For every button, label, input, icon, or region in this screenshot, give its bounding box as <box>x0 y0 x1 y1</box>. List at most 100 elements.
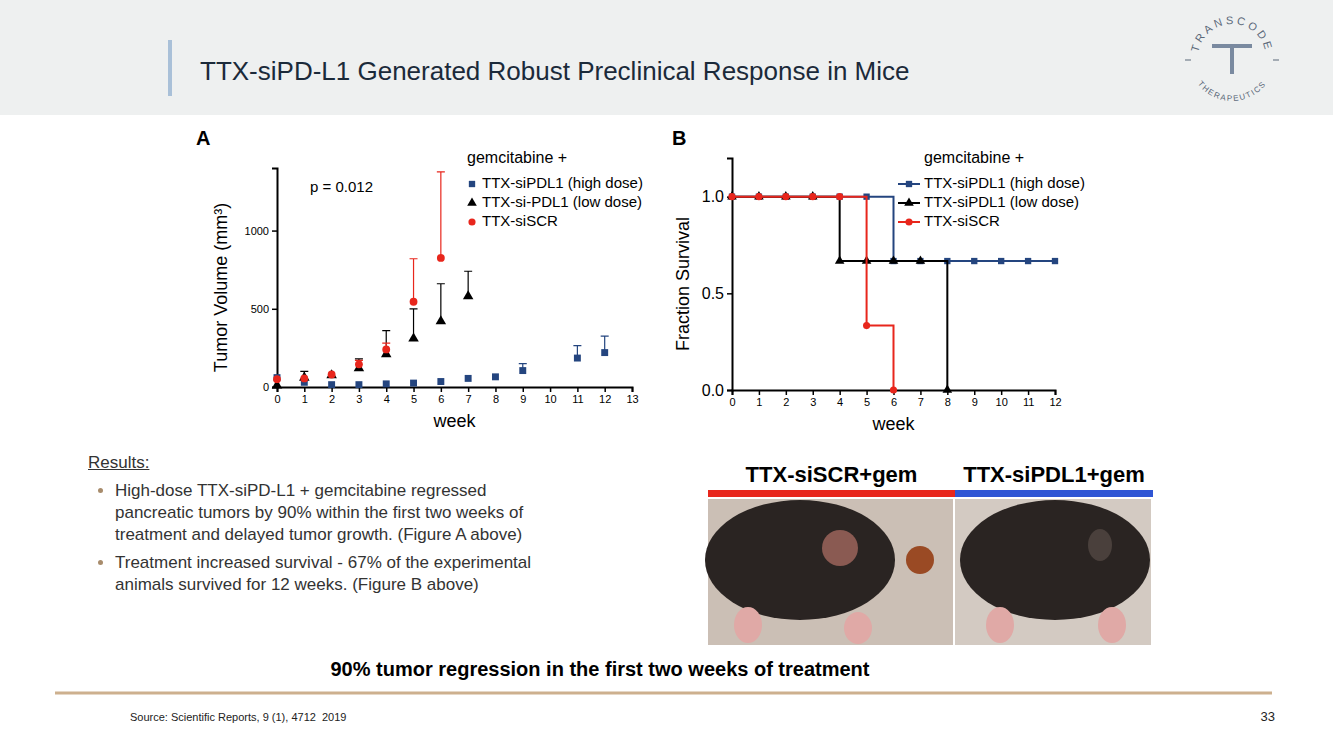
marker <box>755 193 762 200</box>
x-axis-tick: 10 <box>544 387 556 405</box>
marker <box>837 194 843 200</box>
legend-marker <box>904 197 914 205</box>
slide-title: TTX-siPD-L1 Generated Robust Preclinical… <box>200 56 910 86</box>
x-axis-tick: 3 <box>356 387 362 405</box>
photo-label-bar <box>955 490 1153 497</box>
logo-bottom-text: THERAPEUTICS <box>1196 79 1268 103</box>
logo-t-bar <box>1212 44 1252 48</box>
error-bar <box>355 359 363 368</box>
photo-label: TTX-siPDL1+gem <box>963 462 1145 487</box>
marker <box>328 371 336 379</box>
x-axis-tick-label: 10 <box>544 393 556 405</box>
x-axis-tick-label: 0 <box>274 393 280 405</box>
y-axis-title: Tumor Volume (mm³) <box>211 203 231 372</box>
error-bar <box>382 331 390 354</box>
tumor <box>822 530 858 566</box>
error-bar <box>437 172 445 258</box>
legend-item: TTX-siPDL1 (high dose) <box>469 174 643 191</box>
x-axis-tick-label: 6 <box>438 393 444 405</box>
x-axis-tick-mark <box>413 387 415 392</box>
y-axis-tick-label: 0.0 <box>702 382 724 399</box>
marker <box>810 194 816 200</box>
x-axis-tick: 2 <box>783 390 789 408</box>
x-axis-tick-label: 3 <box>356 393 362 405</box>
x-axis-tick: 4 <box>837 390 843 408</box>
x-axis-tick-label: 1 <box>302 393 308 405</box>
x-axis-tick-mark <box>386 387 388 392</box>
y-axis-tick-mark <box>727 390 732 392</box>
excised-tumor <box>906 546 934 574</box>
photo-label-bar <box>708 490 955 497</box>
marker <box>436 315 447 324</box>
header-band <box>0 0 1333 115</box>
x-axis-line <box>278 388 633 393</box>
x-axis-tick: 7 <box>466 387 472 405</box>
marker <box>465 375 472 382</box>
x-axis-tick-label: 9 <box>972 396 978 408</box>
marker <box>836 193 843 200</box>
marker <box>410 298 418 306</box>
x-axis-tick: 5 <box>864 390 870 408</box>
plot-marks <box>727 191 1058 393</box>
marker <box>1052 258 1058 264</box>
y-axis-tick: 0.5 <box>702 285 732 302</box>
x-axis-title: week <box>871 414 915 434</box>
marker <box>382 346 390 354</box>
y-axis-title: Fraction Survival <box>673 217 693 351</box>
x-axis-tick-label: 5 <box>411 393 417 405</box>
x-axis-tick-label: 2 <box>329 393 335 405</box>
photo-background <box>955 499 1151 645</box>
marker <box>601 349 608 356</box>
x-axis-tick-mark <box>1055 390 1057 395</box>
slide: TTX-siPD-L1 Generated Robust Preclinical… <box>0 0 1333 749</box>
x-axis-tick-label: 3 <box>810 396 816 408</box>
x-axis-tick-label: 11 <box>572 393 583 405</box>
x-axis-tick: 9 <box>972 390 978 408</box>
marker <box>519 367 526 374</box>
marker <box>863 322 870 329</box>
tagline: 90% tumor regression in the first two we… <box>330 658 869 680</box>
legend-marker <box>469 181 475 187</box>
footer-rule <box>55 692 1272 695</box>
x-axis-tick-label: 6 <box>891 396 897 408</box>
marker <box>809 193 816 200</box>
legend-marker <box>468 218 475 225</box>
x-axis-tick-label: 11 <box>1023 396 1034 408</box>
logo-top-text: TRANSCODE <box>1189 14 1276 53</box>
marker <box>998 258 1004 264</box>
x-axis-tick: 0 <box>729 390 735 408</box>
marker <box>835 255 845 263</box>
x-axis-tick: 6 <box>438 387 444 405</box>
x-axis-tick-mark <box>523 387 525 392</box>
marker <box>889 255 899 263</box>
legend-label: TTX-siPDL1 (high dose) <box>924 174 1085 191</box>
x-axis-tick: 3 <box>810 390 816 408</box>
header-accent <box>168 40 172 96</box>
marker <box>728 193 735 200</box>
x-axis-tick-label: 1 <box>756 396 762 408</box>
x-axis-tick-mark <box>786 390 788 395</box>
marker <box>890 386 897 393</box>
marker <box>1025 258 1031 264</box>
legend-item: TTX-siSCR <box>898 212 1000 229</box>
error-bar <box>410 259 418 302</box>
bullet-list: High-dose TTX-siPD-L1 + gemcitabine regr… <box>88 480 561 596</box>
mouse-body <box>960 500 1150 620</box>
y-axis-tick-label: 500 <box>251 303 269 315</box>
y-axis: 0.00.51.0 <box>702 159 733 399</box>
logo-t-stem <box>1230 48 1234 74</box>
marker <box>754 191 764 199</box>
x-axis-tick-label: 12 <box>1049 396 1061 408</box>
marker <box>355 360 363 368</box>
marker <box>727 191 737 199</box>
marker <box>574 355 581 362</box>
marker <box>781 191 791 199</box>
legend-label: TTX-siPDL1 (high dose) <box>482 174 643 191</box>
marker <box>971 258 977 264</box>
marker <box>729 194 735 200</box>
x-axis-tick-mark <box>468 387 470 392</box>
mouse-leg <box>734 607 762 643</box>
x-axis-tick-mark <box>550 387 552 392</box>
series <box>728 193 897 393</box>
x-axis-tick-mark <box>920 390 922 395</box>
